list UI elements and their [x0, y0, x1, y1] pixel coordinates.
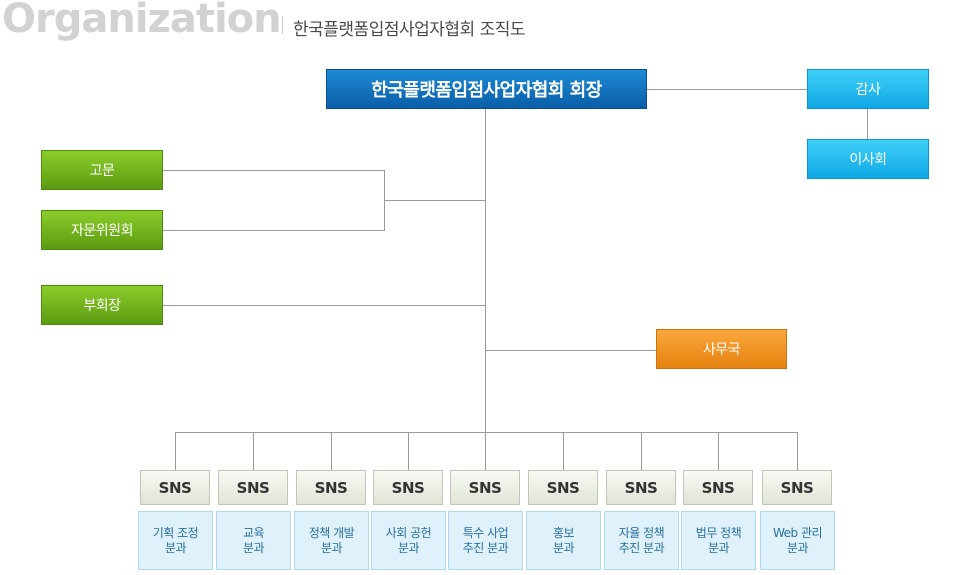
sns-box: SNS [528, 470, 598, 505]
department-line2: 추진 분과 [618, 540, 665, 555]
department-line1: 사회 공헌 [385, 525, 432, 540]
department-box: 기획 조정 분과 [138, 511, 213, 570]
department-line2: 분과 [320, 540, 343, 555]
department-line1: Web 관리 [772, 525, 823, 540]
department-line1: 자율 정책 [618, 525, 665, 540]
department-line1: 홍보 [552, 525, 575, 540]
department-box: Web 관리 분과 [760, 511, 835, 570]
sns-box: SNS [218, 470, 288, 505]
department-box: 특수 사업 추진 분과 [448, 511, 523, 570]
sns-box: SNS [450, 470, 520, 505]
page-title: Organization [2, 0, 282, 42]
department-line1: 법무 정책 [695, 525, 742, 540]
board-box: 이사회 [807, 139, 929, 179]
department-line1: 정책 개발 [308, 525, 355, 540]
sns-box: SNS [606, 470, 676, 505]
department-line2: 분과 [164, 540, 187, 555]
department-line2: 추진 분과 [462, 540, 509, 555]
department-line2: 분과 [242, 540, 265, 555]
sns-box: SNS [373, 470, 443, 505]
advisory-committee-box: 자문위원회 [41, 210, 163, 250]
department-box: 자율 정책 추진 분과 [604, 511, 679, 570]
department-box: 사회 공헌 분과 [371, 511, 446, 570]
department-line1: 교육 [242, 525, 265, 540]
title-divider [282, 16, 283, 34]
advisor-box: 고문 [41, 150, 163, 190]
department-line2: 분과 [552, 540, 575, 555]
department-box: 정책 개발 분과 [294, 511, 369, 570]
department-line2: 분과 [397, 540, 420, 555]
department-line2: 분과 [707, 540, 730, 555]
page-subtitle: 한국플랫폼입점사업자협회 조직도 [293, 20, 526, 40]
sns-box: SNS [140, 470, 210, 505]
sns-box: SNS [683, 470, 753, 505]
sns-box: SNS [762, 470, 832, 505]
department-line2: 분과 [786, 540, 809, 555]
department-line1: 기획 조정 [152, 525, 199, 540]
department-box: 법무 정책 분과 [681, 511, 756, 570]
auditor-box: 감사 [807, 69, 929, 109]
secretariat-box: 사무국 [656, 329, 787, 369]
department-box: 교육 분과 [216, 511, 291, 570]
sns-box: SNS [296, 470, 366, 505]
department-box: 홍보 분과 [526, 511, 601, 570]
president-box: 한국플랫폼입점사업자협회 회장 [326, 69, 647, 109]
vice-president-box: 부회장 [41, 285, 163, 325]
department-line1: 특수 사업 [462, 525, 509, 540]
